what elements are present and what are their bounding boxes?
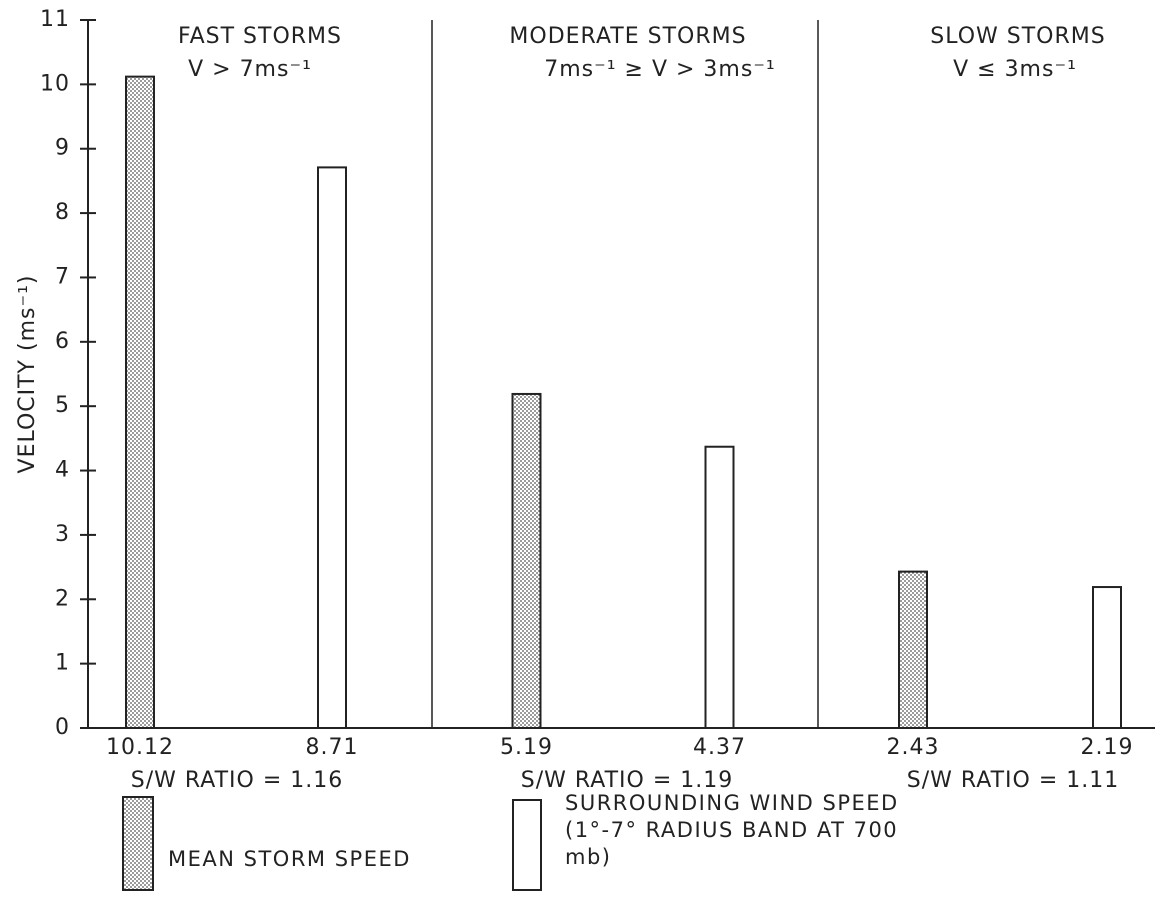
bar	[511, 392, 542, 729]
legend-swatch	[122, 796, 154, 891]
y-tick-label: 4	[55, 458, 70, 483]
legend-label: MEAN STORM SPEED	[168, 847, 411, 871]
y-tick-label: 2	[55, 586, 70, 611]
y-tick-label: 1	[55, 651, 70, 676]
bar	[704, 445, 735, 729]
value-label: 4.37	[693, 735, 746, 760]
y-tick-label: 5	[55, 393, 70, 418]
legend-swatch	[512, 799, 542, 891]
y-tick-label: 9	[55, 136, 70, 161]
ratio-label: S/W RATIO = 1.16	[131, 768, 344, 793]
y-tick-label: 11	[40, 7, 70, 32]
group-title: FAST STORMS	[178, 24, 342, 49]
y-tick-label: 8	[55, 200, 70, 225]
group-subtitle: V > 7ms⁻¹	[188, 57, 312, 82]
bar	[1092, 586, 1122, 729]
bar	[125, 75, 155, 729]
y-tick-label: 6	[55, 329, 70, 354]
y-tick-label: 3	[55, 522, 70, 547]
y-axis-label: VELOCITY (ms⁻¹)	[15, 275, 40, 474]
group-title: MODERATE STORMS	[509, 24, 746, 49]
ratio-label: S/W RATIO = 1.19	[521, 768, 734, 793]
value-label: 2.19	[1081, 735, 1134, 760]
value-label: 10.12	[106, 735, 174, 760]
y-tick-label: 0	[55, 715, 70, 740]
ratio-label: S/W RATIO = 1.11	[907, 768, 1120, 793]
bar	[898, 570, 928, 730]
y-tick-label: 10	[40, 71, 70, 96]
y-tick-label: 7	[55, 264, 70, 289]
bar	[317, 166, 347, 730]
value-label: 2.43	[887, 735, 940, 760]
value-label: 8.71	[306, 735, 359, 760]
group-subtitle: 7ms⁻¹ ≥ V > 3ms⁻¹	[544, 57, 776, 82]
group-title: SLOW STORMS	[930, 24, 1105, 49]
legend-label: SURROUNDING WIND SPEED (1°-7° RADIUS BAN…	[565, 791, 899, 869]
group-subtitle: V ≤ 3ms⁻¹	[953, 57, 1077, 82]
value-label: 5.19	[500, 735, 553, 760]
